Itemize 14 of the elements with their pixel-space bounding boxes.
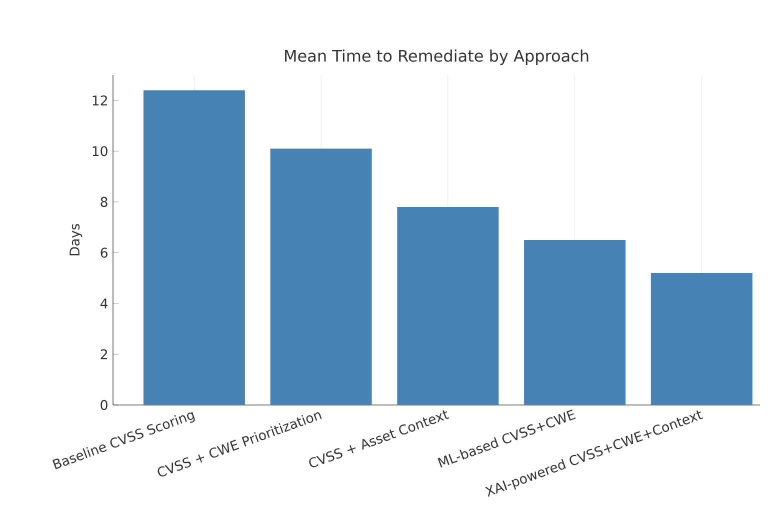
y-axis-title: Days	[70, 224, 82, 256]
bar	[143, 90, 245, 405]
y-tick-label: 12	[92, 95, 107, 106]
bar	[524, 240, 626, 405]
y-tick-label: 4	[100, 298, 108, 308]
y-tick-label: 0	[100, 400, 108, 410]
y-tick-label: 6	[100, 248, 108, 258]
y-tick-label: 8	[100, 196, 108, 207]
y-tick-label: 10	[92, 146, 108, 156]
bar	[270, 148, 372, 405]
chart-title: Mean Time to Remediate by Approach	[285, 49, 588, 65]
bar	[650, 272, 752, 405]
y-tick-label: 2	[100, 349, 107, 360]
bar	[397, 206, 499, 405]
